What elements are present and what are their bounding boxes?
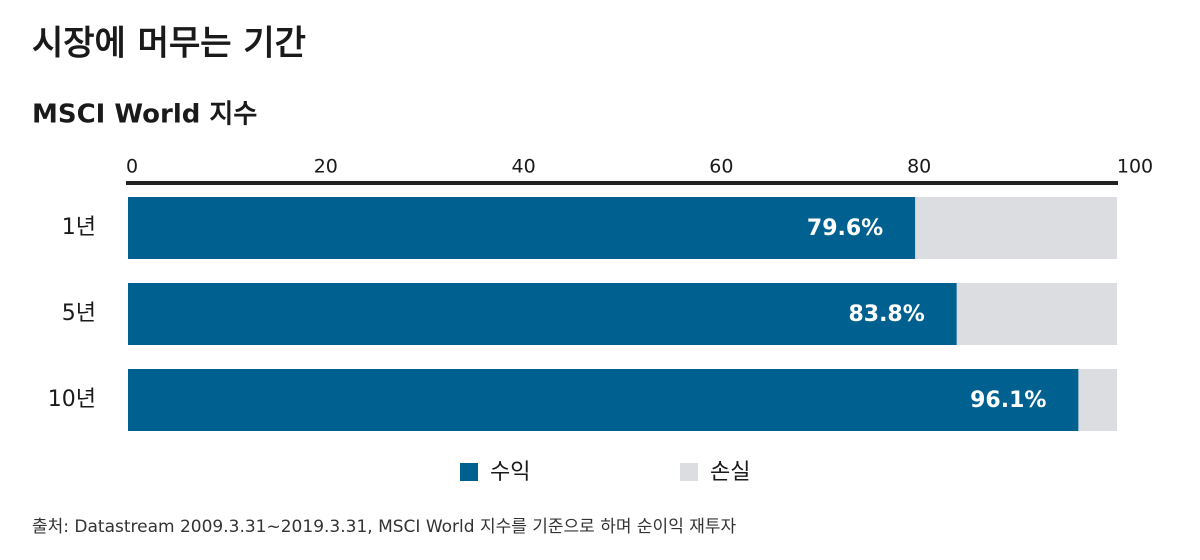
legend-label: 수익 [490,460,530,485]
x-tick-label: 40 [512,156,536,178]
bar-segment [1078,369,1117,431]
y-tick-label: 5년 [62,301,96,326]
x-tick-label: 100 [1117,156,1153,178]
bar-segment [128,283,957,345]
bar-segment [956,283,1117,345]
legend-swatch [460,463,478,481]
source-note: 출처: Datastream 2009.3.31~2019.3.31, MSCI… [32,517,737,537]
data-label: 96.1% [970,388,1046,413]
y-tick-label: 10년 [48,387,96,412]
chart-title: 시장에 머무는 기간 [32,24,306,64]
x-tick-label: 80 [907,156,931,178]
x-tick-label: 60 [709,156,733,178]
legend-swatch [680,463,698,481]
bar-segment [915,197,1117,259]
x-tick-label: 20 [314,156,338,178]
x-tick-label: 0 [126,156,138,178]
chart-subtitle: MSCI World 지수 [32,100,257,130]
data-label: 83.8% [848,302,924,327]
legend-label: 손실 [710,460,750,485]
data-label: 79.6% [807,216,883,241]
bar-segment [128,369,1079,431]
bar-segment [128,197,916,259]
y-tick-label: 1년 [62,215,96,240]
